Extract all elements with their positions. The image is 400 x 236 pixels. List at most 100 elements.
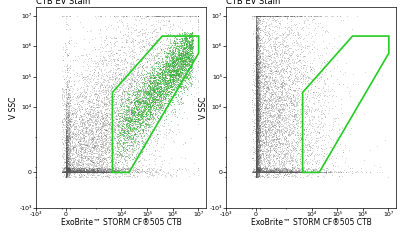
Point <box>135 101 142 104</box>
Point <box>289 131 296 135</box>
Point <box>125 44 132 48</box>
Point <box>282 138 289 142</box>
Point <box>63 170 69 174</box>
Point <box>253 42 259 46</box>
Point <box>63 170 69 173</box>
Point <box>155 107 161 111</box>
Point <box>253 156 260 160</box>
Point <box>164 86 170 90</box>
Point <box>261 76 267 80</box>
Point <box>181 76 187 80</box>
Point <box>117 157 124 161</box>
Point <box>72 175 78 179</box>
Point <box>162 91 169 95</box>
Point <box>61 170 68 174</box>
Point <box>260 156 266 159</box>
Point <box>126 138 132 142</box>
Point <box>253 169 260 173</box>
Point <box>63 169 69 173</box>
Point <box>165 170 171 173</box>
Point <box>253 170 260 174</box>
Point <box>63 170 70 174</box>
Point <box>99 170 106 174</box>
Point <box>109 118 116 122</box>
Point <box>253 88 259 92</box>
Point <box>63 170 70 174</box>
Point <box>267 159 274 162</box>
Point <box>253 166 260 170</box>
Point <box>98 163 105 167</box>
Point <box>177 51 183 55</box>
Point <box>266 125 272 128</box>
Point <box>135 34 142 37</box>
Point <box>173 58 179 61</box>
Point <box>124 140 130 144</box>
Point <box>93 170 100 173</box>
Point <box>62 160 68 164</box>
Point <box>66 88 73 92</box>
Point <box>314 47 320 51</box>
Point <box>253 137 259 141</box>
Point <box>83 129 90 133</box>
Point <box>66 95 73 98</box>
Point <box>253 168 259 172</box>
Point <box>63 170 69 174</box>
Point <box>124 122 130 125</box>
Point <box>59 170 65 174</box>
Point <box>256 102 262 106</box>
Point <box>253 170 259 174</box>
Point <box>254 63 260 67</box>
Point <box>167 73 173 77</box>
Point <box>264 36 271 39</box>
Point <box>256 40 262 43</box>
Point <box>253 133 259 136</box>
Point <box>64 169 70 173</box>
Point <box>63 170 69 174</box>
Point <box>254 59 260 63</box>
Point <box>253 169 260 172</box>
Point <box>154 122 160 126</box>
Point <box>253 168 259 171</box>
Point <box>256 118 262 122</box>
Point <box>255 99 261 102</box>
Point <box>63 140 69 144</box>
Point <box>160 92 166 96</box>
Point <box>123 97 129 101</box>
Point <box>253 170 260 174</box>
Point <box>254 130 260 134</box>
Point <box>188 59 194 63</box>
Point <box>262 39 268 43</box>
Point <box>100 139 107 143</box>
Point <box>256 170 263 174</box>
Point <box>167 90 174 94</box>
Point <box>275 151 281 155</box>
Point <box>253 83 259 87</box>
Point <box>253 62 259 65</box>
Point <box>189 45 196 48</box>
Point <box>119 173 126 176</box>
Point <box>275 120 281 124</box>
Point <box>64 138 71 142</box>
Point <box>307 144 314 148</box>
Point <box>94 150 101 153</box>
Point <box>296 170 302 174</box>
Point <box>253 170 259 173</box>
Point <box>262 56 268 60</box>
Point <box>152 97 159 101</box>
Point <box>63 168 69 172</box>
Point <box>264 65 270 68</box>
Point <box>175 99 181 102</box>
Point <box>113 113 120 117</box>
Point <box>160 132 167 136</box>
Point <box>165 25 171 29</box>
Point <box>255 79 261 83</box>
Point <box>64 170 70 174</box>
Point <box>66 170 72 174</box>
Point <box>258 170 264 174</box>
Point <box>166 61 173 65</box>
Point <box>176 55 182 58</box>
Point <box>122 127 129 131</box>
Point <box>109 72 115 76</box>
Point <box>138 116 144 119</box>
Point <box>175 63 181 67</box>
